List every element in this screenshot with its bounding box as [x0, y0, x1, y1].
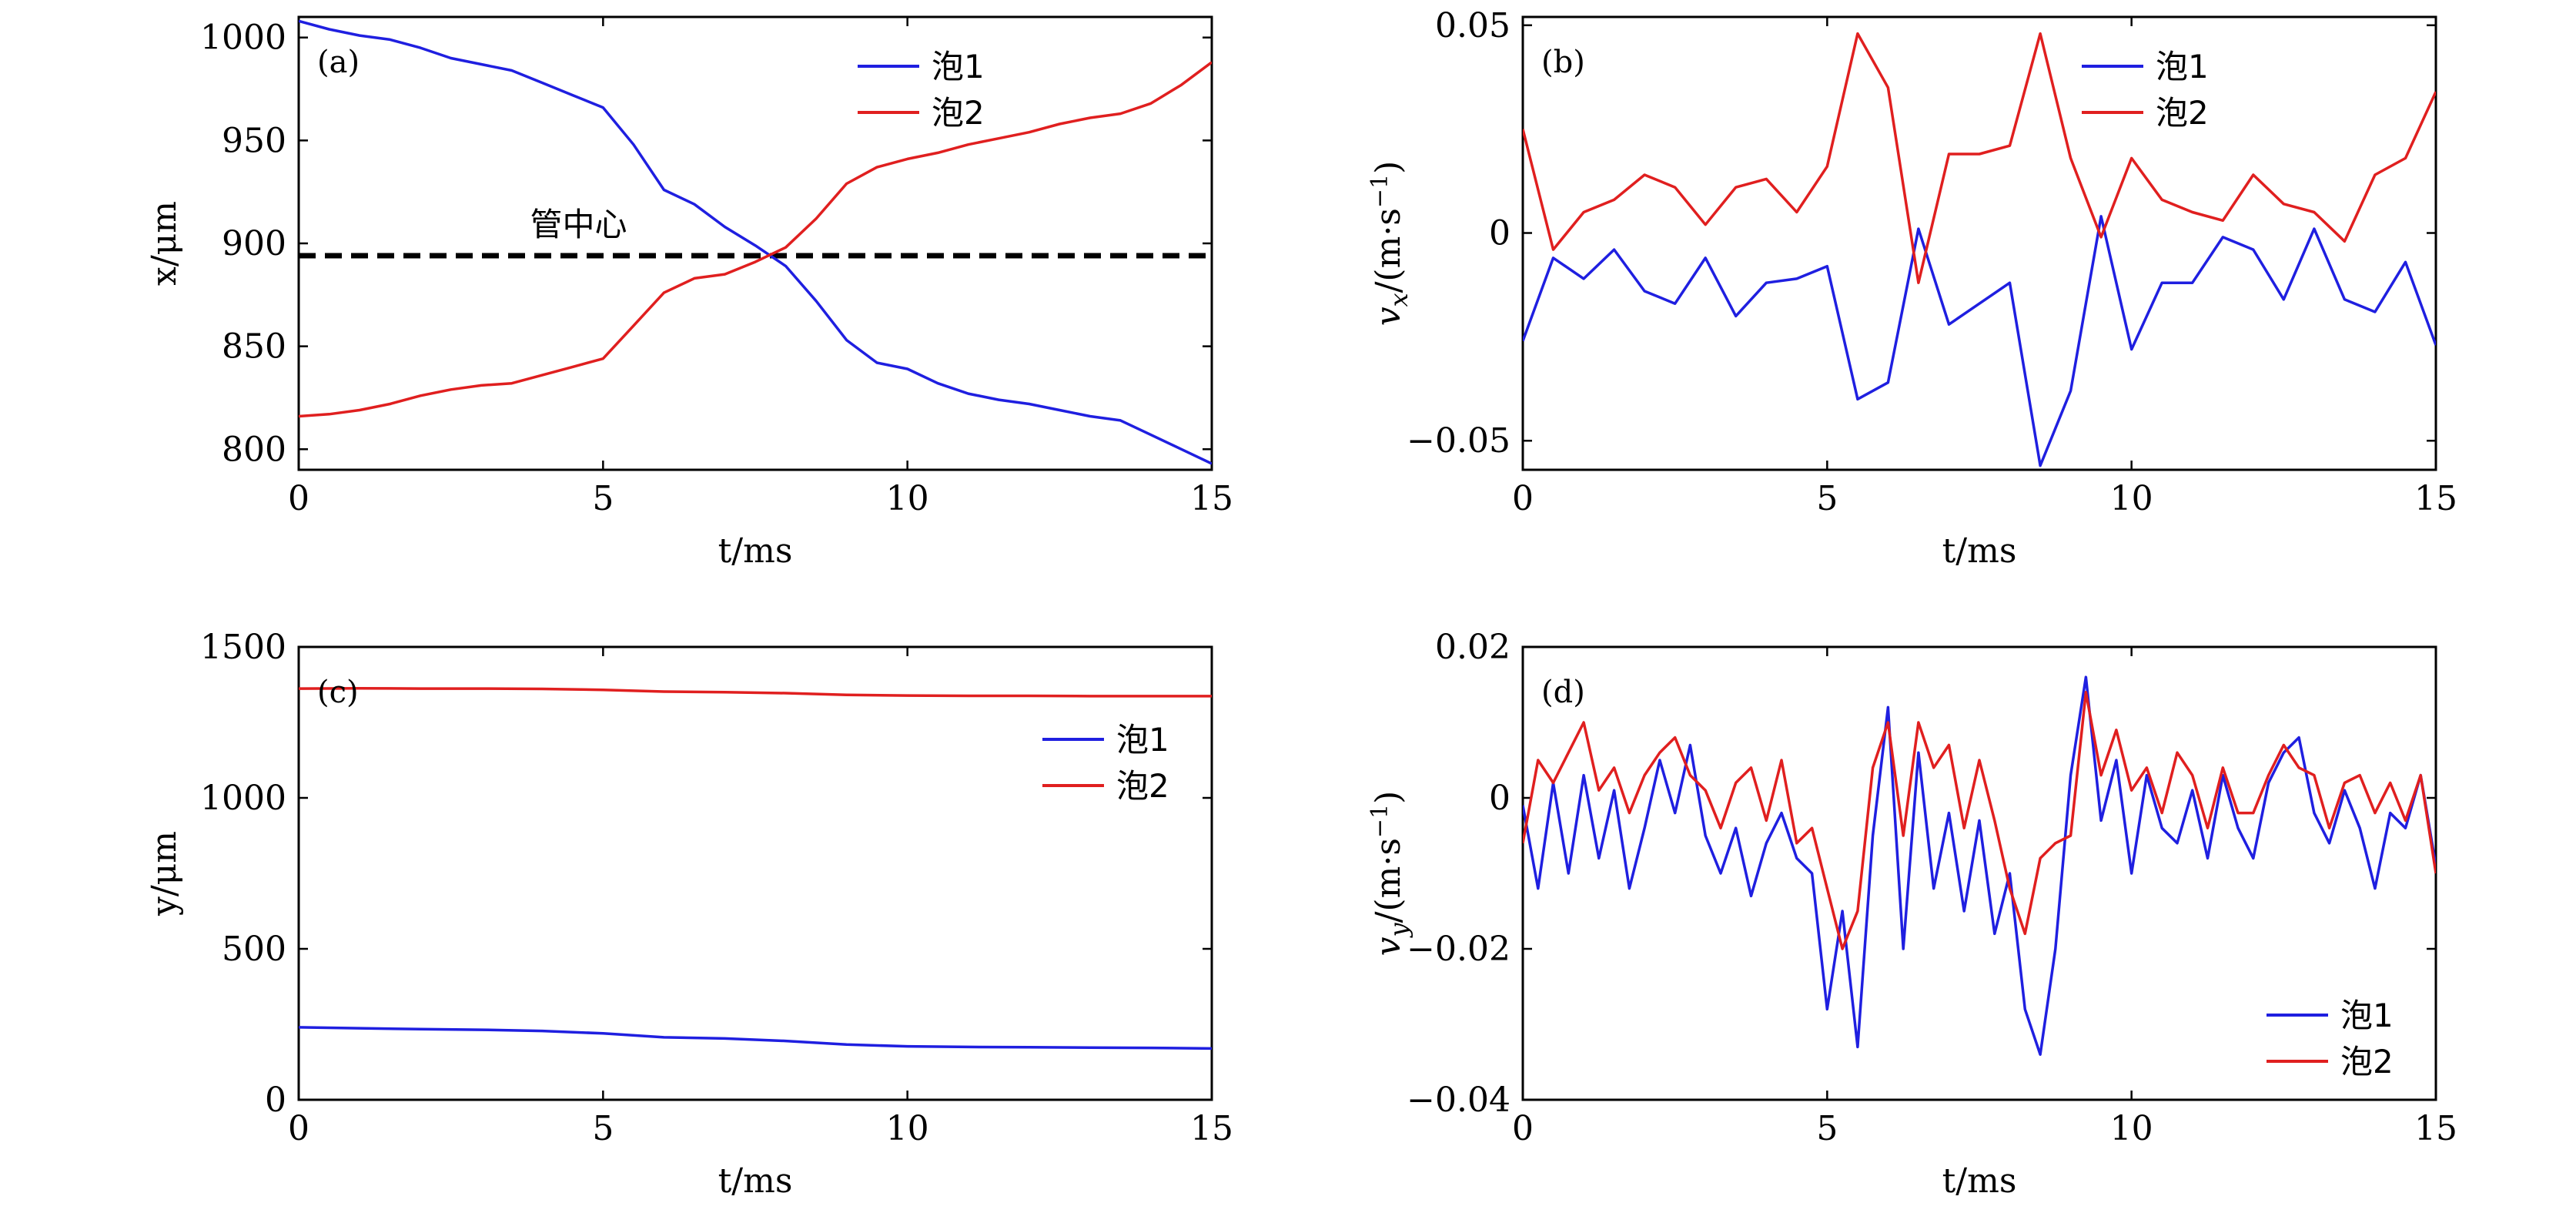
y-axis-label: vx/(m·s−1): [1367, 161, 1413, 327]
legend-label: 泡2: [932, 94, 985, 132]
legend-label: 泡1: [1116, 721, 1169, 759]
x-tick-label: 15: [1190, 479, 1233, 518]
axes-frame: [1521, 15, 2437, 471]
y-tick-label: −0.05: [1407, 421, 1510, 461]
x-tick-label: 10: [886, 1109, 929, 1148]
x-tick-label: 15: [1190, 1109, 1233, 1148]
x-tick-label: 5: [592, 1109, 614, 1148]
y-tick-label: 0.02: [1435, 628, 1510, 667]
y-tick-label: 0: [1489, 214, 1510, 253]
y-axis-label: x/μm: [145, 201, 184, 286]
series-line-1: [299, 19, 1212, 465]
panel-d: 0 5 10 15 −0.04 −0.02 0 0.02 t/ms vy/(m·s−1) (d) 泡1…: [1367, 628, 2457, 1201]
y-axis-label: vy/(m·s−1): [1367, 791, 1413, 957]
y-tick-label: 850: [222, 327, 286, 367]
legend-label: 泡1: [2156, 48, 2209, 85]
series-line-1: [1523, 215, 2436, 467]
y-tick-label: 500: [222, 930, 286, 969]
x-tick-label: 10: [2110, 1109, 2153, 1148]
x-axis-label: t/ms: [1942, 531, 2017, 571]
x-tick-label: 15: [2414, 479, 2457, 518]
x-tick-label: 0: [288, 1109, 309, 1148]
y-tick-label: −0.02: [1407, 930, 1510, 969]
series-line-1: [299, 1026, 1212, 1050]
series-line-2: [1523, 32, 2436, 284]
series-line-2: [299, 686, 1212, 698]
y-tick-label: 1000: [200, 779, 286, 818]
y-tick-label: 1500: [200, 628, 286, 667]
axes-frame: [297, 645, 1213, 1101]
panel-label: (a): [317, 45, 360, 80]
y-tick-label: 0.05: [1435, 6, 1510, 45]
y-tick-label: 0: [265, 1081, 286, 1120]
x-tick-label: 10: [2110, 479, 2153, 518]
legend-label: 泡1: [2340, 997, 2394, 1034]
x-axis-label: t/ms: [718, 531, 793, 571]
x-tick-label: 5: [1816, 1109, 1838, 1148]
series-line-2: [299, 61, 1212, 418]
x-tick-label: 0: [288, 479, 309, 518]
x-tick-label: 5: [592, 479, 614, 518]
y-tick-label: 1000: [200, 18, 286, 58]
legend-label: 泡2: [1116, 767, 1169, 805]
x-axis-label: t/ms: [1942, 1161, 2017, 1201]
x-tick-label: 5: [1816, 479, 1838, 518]
x-tick-label: 15: [2414, 1109, 2457, 1148]
y-tick-label: −0.04: [1407, 1081, 1510, 1120]
y-tick-label: 950: [222, 121, 286, 160]
panel-label: (c): [317, 675, 359, 710]
panel-label: (b): [1541, 45, 1585, 80]
panel-label: (d): [1541, 675, 1585, 710]
annotation-label: 管中心: [530, 206, 627, 243]
x-tick-label: 0: [1512, 479, 1534, 518]
x-tick-label: 10: [886, 479, 929, 518]
y-axis-label: y/μm: [145, 831, 184, 916]
axes-frame: [1521, 645, 2437, 1101]
series-line-2: [1523, 691, 2436, 950]
x-tick-label: 0: [1512, 1109, 1534, 1148]
y-tick-label: 800: [222, 430, 286, 469]
legend-label: 泡1: [932, 48, 985, 85]
legend-label: 泡2: [2340, 1043, 2394, 1081]
y-tick-label: 0: [1489, 779, 1510, 818]
series-line-1: [1523, 675, 2436, 1056]
y-tick-label: 900: [222, 224, 286, 263]
axes-frame: [297, 15, 1213, 471]
x-axis-label: t/ms: [718, 1161, 793, 1201]
legend-label: 泡2: [2156, 94, 2209, 132]
